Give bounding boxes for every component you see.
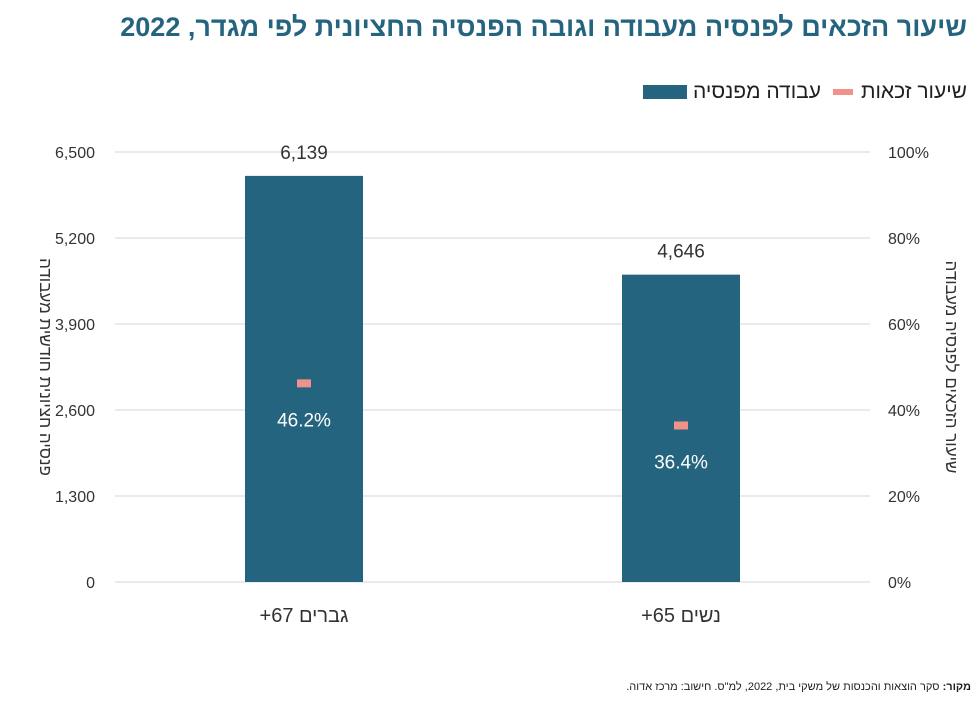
legend-label-pension: עבודה מפנסיה bbox=[693, 80, 821, 103]
left-tick-label: 0 bbox=[86, 575, 95, 592]
rate-value-label: 36.4% bbox=[654, 452, 708, 473]
legend-label-rate: שיעור זכאות bbox=[860, 80, 967, 103]
right-tick-label: 20% bbox=[888, 489, 920, 506]
rate-marker bbox=[297, 379, 311, 388]
bar-value-label: 6,139 bbox=[280, 143, 328, 164]
category-label: גברים 67+ bbox=[260, 605, 349, 627]
legend-item-rate: שיעור זכאות bbox=[832, 80, 967, 104]
left-tick-label: 2,600 bbox=[55, 403, 95, 420]
legend-swatch-rate bbox=[832, 89, 853, 95]
category-label: נשים 65+ bbox=[641, 605, 721, 627]
left-tick-label: 3,900 bbox=[55, 317, 95, 334]
legend: שיעור זכאות עבודה מפנסיה bbox=[643, 80, 967, 104]
source-text: סקר הוצאות והכנסות של משקי בית, 2022, למ… bbox=[626, 681, 943, 693]
legend-swatch-pension bbox=[643, 85, 688, 99]
bar-pension bbox=[245, 175, 363, 583]
right-tick-label: 80% bbox=[888, 231, 920, 248]
right-axis-title: שיעור הזכאים לפנסיה מעבודה bbox=[942, 261, 961, 474]
bar-value-label: 4,646 bbox=[657, 242, 705, 263]
left-tick-label: 1,300 bbox=[55, 489, 95, 506]
rate-value-label: 46.2% bbox=[277, 410, 331, 431]
left-tick-label: 5,200 bbox=[55, 231, 95, 248]
right-tick-label: 0% bbox=[888, 575, 911, 592]
right-tick-label: 60% bbox=[888, 317, 920, 334]
source-note: מקור: סקר הוצאות והכנסות של משקי בית, 20… bbox=[626, 681, 971, 693]
chart-title: שיעור הזכאים לפנסיה מעבודה וגובה הפנסיה … bbox=[120, 12, 967, 42]
left-axis-title: פנסיה חציונית חודשית מעבודה bbox=[36, 258, 55, 476]
source-prefix: מקור: bbox=[942, 681, 971, 693]
rate-marker bbox=[674, 421, 688, 430]
right-tick-label: 40% bbox=[888, 403, 920, 420]
left-tick-label: 6,500 bbox=[55, 145, 95, 162]
legend-item-pension: עבודה מפנסיה bbox=[643, 80, 821, 104]
right-tick-label: 100% bbox=[888, 145, 929, 162]
